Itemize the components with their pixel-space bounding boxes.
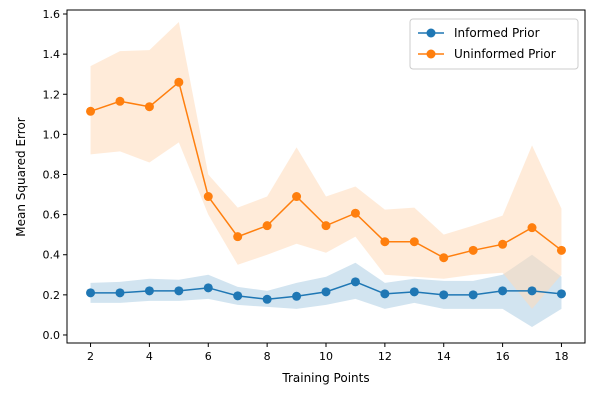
y-axis-label: Mean Squared Error	[14, 117, 28, 237]
uninformed-prior-legend-marker	[426, 49, 436, 59]
uninformed-prior-point	[527, 223, 537, 233]
informed-prior-point	[321, 287, 331, 297]
informed-prior-point	[174, 286, 184, 296]
y-axis: 0.0 0.2 0.4 0.6 0.8 1.0 1.2 1.4 1.6	[43, 8, 67, 342]
informed-prior-legend-label: Informed Prior	[454, 26, 540, 40]
y-tick-label: 1.0	[43, 128, 61, 141]
uninformed-prior-point	[380, 237, 390, 247]
uninformed-prior-point	[115, 96, 125, 106]
informed-prior-point	[527, 286, 537, 296]
informed-prior-point	[556, 289, 566, 299]
uninformed-prior-point	[321, 221, 331, 231]
informed-prior-point	[203, 283, 213, 293]
informed-prior-point	[380, 289, 390, 299]
informed-prior-point	[409, 287, 419, 297]
uninformed-prior-point	[292, 192, 302, 202]
x-tick-label: 14	[437, 350, 451, 363]
y-tick-label: 0.2	[43, 289, 61, 302]
y-tick-label: 0.0	[43, 329, 61, 342]
x-tick-label: 4	[146, 350, 153, 363]
informed-prior-point	[468, 290, 478, 300]
informed-prior-point	[262, 294, 272, 304]
uninformed-prior-point	[498, 239, 508, 249]
y-tick-label: 1.4	[43, 48, 61, 61]
uninformed-prior-legend-label: Uninformed Prior	[454, 47, 556, 61]
uninformed-prior-point	[262, 221, 272, 231]
informed-prior-point	[439, 290, 449, 300]
x-tick-label: 6	[205, 350, 212, 363]
informed-prior-point	[498, 286, 508, 296]
series-points	[86, 77, 566, 304]
legend: Informed Prior Uninformed Prior	[409, 18, 579, 70]
legend-box	[409, 18, 579, 70]
uninformed-prior-point	[203, 192, 213, 202]
y-tick-label: 1.6	[43, 8, 61, 21]
uninformed-prior-point	[556, 245, 566, 255]
y-tick-label: 0.6	[43, 209, 61, 222]
uninformed-prior-point	[86, 106, 96, 116]
x-tick-label: 10	[319, 350, 333, 363]
informed-prior-legend-marker	[426, 28, 436, 38]
informed-prior-point	[115, 288, 125, 298]
informed-prior-point	[233, 291, 243, 301]
y-tick-label: 1.2	[43, 88, 61, 101]
uninformed-prior-point	[468, 245, 478, 255]
uninformed-prior-point	[174, 77, 184, 87]
x-axis-label: Training Points	[281, 371, 369, 385]
uninformed-prior-point	[350, 208, 360, 218]
y-tick-label: 0.8	[43, 168, 61, 181]
informed-prior-point	[292, 291, 302, 301]
x-tick-label: 8	[264, 350, 271, 363]
x-tick-label: 18	[554, 350, 568, 363]
uninformed-prior-point	[409, 237, 419, 247]
y-tick-label: 0.4	[43, 249, 61, 262]
uninformed-prior-band	[90, 22, 562, 309]
uninformed-prior-point	[144, 102, 154, 112]
informed-prior-point	[350, 277, 360, 287]
x-axis: 2 4 6 8 10 12 14 16 18	[87, 343, 568, 363]
x-tick-label: 16	[496, 350, 510, 363]
informed-prior-point	[86, 288, 96, 298]
uninformed-prior-point	[233, 232, 243, 242]
x-tick-label: 2	[87, 350, 94, 363]
informed-prior-point	[144, 286, 154, 296]
x-tick-label: 12	[378, 350, 392, 363]
uninformed-prior-point	[439, 253, 449, 263]
